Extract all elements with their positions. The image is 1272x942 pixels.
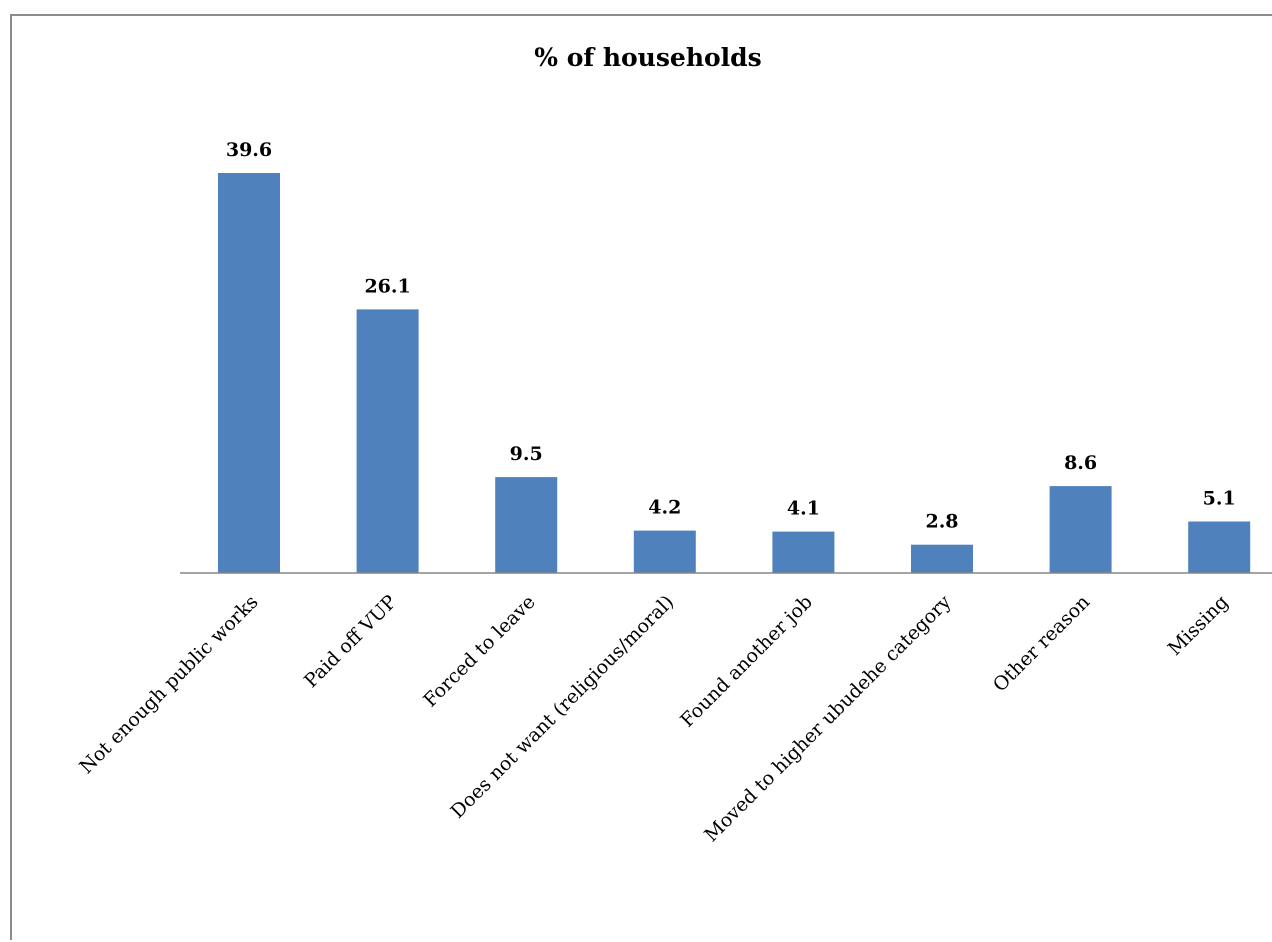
- bar-5: [911, 544, 973, 573]
- bar-3: [633, 530, 696, 573]
- category-label-0: Not enough public works: [75, 591, 262, 778]
- data-label-1: 26.1: [364, 275, 410, 297]
- data-label-0: 39.6: [226, 139, 272, 161]
- bar-6: [1049, 486, 1112, 573]
- category-label-3: Does not want (religious/moral): [446, 591, 678, 823]
- data-label-7: 5.1: [1203, 488, 1236, 510]
- bar-1: [356, 309, 419, 573]
- category-labels-layer: Not enough public works Paid off VUP Force…: [75, 591, 1232, 847]
- data-labels-layer: 39.6 26.1 9.5 4.2 4.1 2.8 8.6 5.1: [226, 139, 1236, 533]
- category-label-1: Paid off VUP: [300, 591, 401, 692]
- bar-0: [218, 173, 280, 573]
- bar-chart: % of households 39.6 26.1 9.5 4.2 4.1 2.8 8.6 5…: [75, 43, 1272, 847]
- category-label-5: Moved to higher ubudehe category: [700, 591, 956, 847]
- data-label-6: 8.6: [1064, 452, 1097, 474]
- bar-7: [1188, 521, 1251, 573]
- bars-layer: [218, 173, 1251, 573]
- category-label-7: Missing: [1164, 591, 1233, 660]
- chart-frame: % of households 39.6 26.1 9.5 4.2 4.1 2.8 8.6 5…: [10, 14, 1272, 940]
- bar-2: [495, 477, 558, 573]
- chart-title: % of households: [534, 43, 762, 72]
- category-label-2: Forced to leave: [419, 591, 540, 712]
- data-label-3: 4.2: [648, 497, 681, 519]
- data-label-4: 4.1: [787, 498, 820, 520]
- category-label-4: Found another job: [676, 591, 817, 732]
- bar-4: [772, 531, 835, 573]
- data-label-2: 9.5: [510, 443, 543, 465]
- category-label-6: Other reason: [989, 591, 1094, 696]
- data-label-5: 2.8: [925, 511, 958, 533]
